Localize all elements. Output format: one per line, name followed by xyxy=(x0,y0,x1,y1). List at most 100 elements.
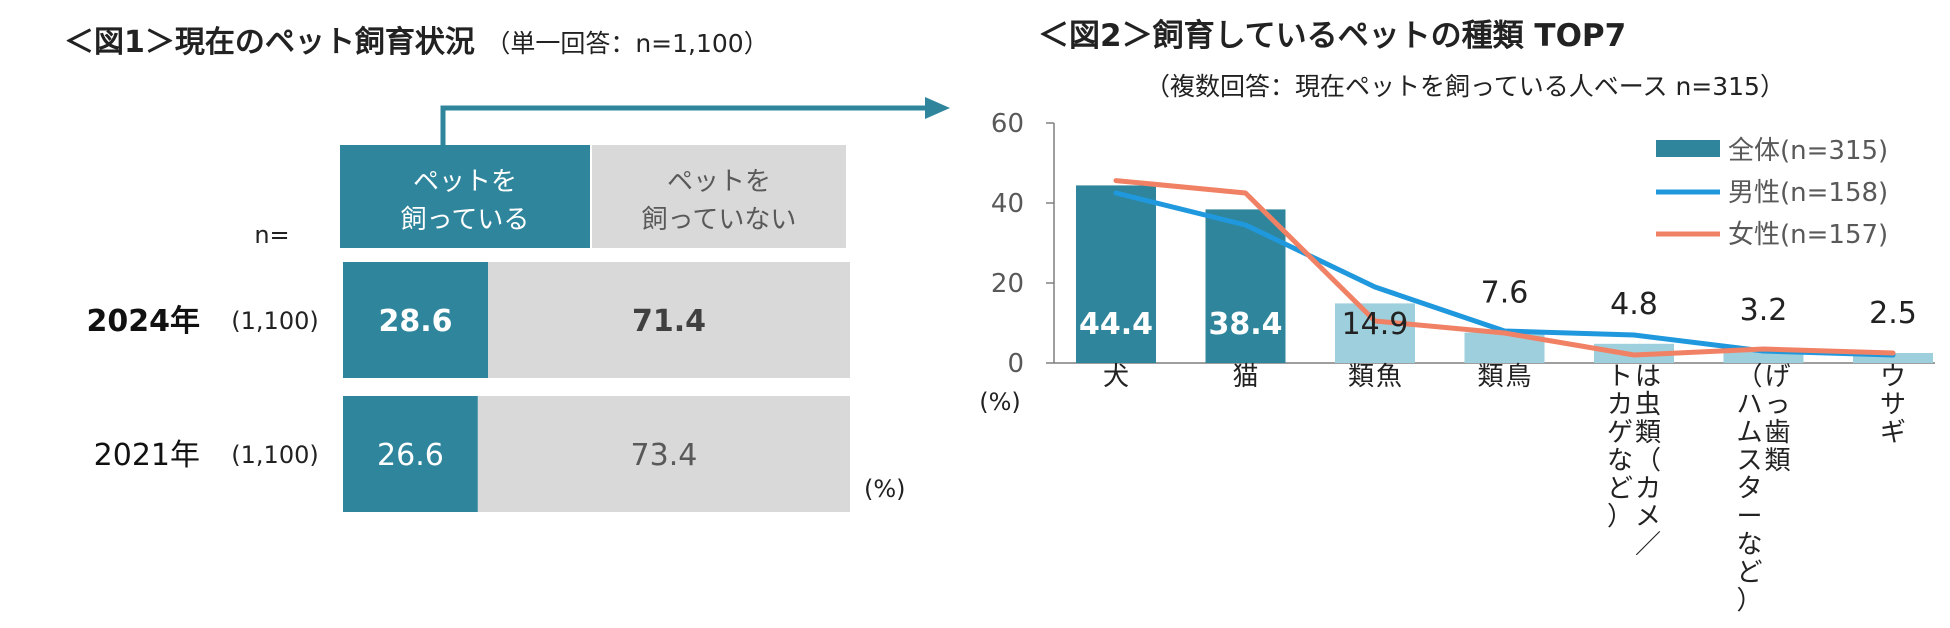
row-year-label: 2021年 xyxy=(94,438,200,473)
line-female xyxy=(1113,178,1896,358)
bar-overall xyxy=(1853,353,1933,363)
figure1-title-main: ＜図1＞現在のペット飼育状況 xyxy=(64,25,475,60)
bar-label-not-keeping: 73.4 xyxy=(631,438,698,473)
y-tick-label: 20 xyxy=(991,269,1024,299)
bar-label-not-keeping: 71.4 xyxy=(632,304,706,339)
bar-not-keeping xyxy=(488,262,850,378)
legend-not-keeping-line2: 飼っていない xyxy=(642,205,797,235)
category-label-char: ） xyxy=(1736,586,1762,616)
figure2-ylabel: (%) xyxy=(979,388,1021,416)
category-label-char: な xyxy=(1736,530,1762,560)
category-label-char: 類 xyxy=(1764,446,1790,476)
legend-keeping-line2: 飼っている xyxy=(401,205,530,235)
figure1-title: ＜図1＞現在のペット飼育状況 （単一回答：n=1,100） xyxy=(64,25,769,60)
category-label: ウサギ xyxy=(1880,362,1906,448)
category-label-char: （ xyxy=(1736,362,1762,392)
bar-label-keeping: 26.6 xyxy=(377,438,444,473)
figure2-legend: 全体(n=315) 男性(n=158) 女性(n=157) xyxy=(1656,136,1888,250)
category-label-char: 歯 xyxy=(1764,418,1790,448)
legend-label-female: 女性(n=157) xyxy=(1728,220,1888,250)
category-label-char: 類 xyxy=(1477,362,1503,392)
category-label: 魚 xyxy=(1376,362,1402,392)
bar-data-label: 14.9 xyxy=(1342,307,1409,342)
bar-data-label: 7.6 xyxy=(1481,276,1529,311)
category-label-char: サ xyxy=(1880,390,1906,420)
category-label-char: ス xyxy=(1736,446,1762,476)
category-label-char: ハ xyxy=(1736,390,1762,420)
figure2-bars xyxy=(1076,185,1933,363)
category-label-char: っ xyxy=(1764,390,1790,420)
bar-label-keeping: 28.6 xyxy=(378,304,452,339)
category-label-char: カ xyxy=(1635,474,1661,504)
category-label: 類 xyxy=(1477,362,1503,392)
legend-not-keeping-line1: ペットを xyxy=(667,167,771,197)
legend-box-not-keeping xyxy=(592,145,846,248)
category-label-char: ム xyxy=(1736,418,1762,448)
category-label-char: メ xyxy=(1635,502,1661,532)
bar-keeping xyxy=(343,262,489,378)
link-arrow-head xyxy=(925,97,950,119)
legend-label-overall: 全体(n=315) xyxy=(1728,136,1888,166)
figure1-unit: (%) xyxy=(864,475,906,503)
category-label: は虫類（カメ／ xyxy=(1635,362,1661,560)
category-label-char: 猫 xyxy=(1232,362,1258,392)
y-tick-label: 60 xyxy=(991,109,1024,139)
bar-overall xyxy=(1076,185,1156,363)
category-label: （ハムスターなど） xyxy=(1736,362,1762,616)
figure2-axis: 0 20 40 60 xyxy=(991,109,1935,379)
category-label-char: ど xyxy=(1736,558,1762,588)
y-tick-label: 0 xyxy=(1007,349,1024,379)
category-label: 類 xyxy=(1348,362,1374,392)
legend-swatch-overall xyxy=(1656,140,1720,157)
category-label-char: 犬 xyxy=(1103,362,1129,392)
figure1: ＜図1＞現在のペット飼育状況 （単一回答：n=1,100） ペットを 飼っている… xyxy=(64,25,950,512)
category-label-char: ／ xyxy=(1635,530,1661,560)
category-label-char: 虫 xyxy=(1635,390,1661,420)
row-n-label: (1,100) xyxy=(231,307,318,335)
figure2-lines xyxy=(1113,178,1896,358)
figure1-rows: 28.6 71.4 2024年 (1,100) 26.6 73.4 2021年 (1,100) xyxy=(87,262,850,512)
category-label-char: （ xyxy=(1635,446,1661,476)
figure2-title: ＜図2＞飼育しているペットの種類 TOP7 xyxy=(1038,18,1626,54)
category-label-char: は xyxy=(1635,362,1661,392)
category-label-char: カ xyxy=(1607,390,1633,420)
y-tick-label: 40 xyxy=(991,189,1024,219)
category-label-char: ト xyxy=(1607,362,1633,392)
bar-data-label: 4.8 xyxy=(1610,287,1658,322)
category-label-char: ギ xyxy=(1880,418,1906,448)
n-label: n= xyxy=(254,221,289,249)
category-label-char: ど xyxy=(1607,474,1633,504)
link-arrow-line xyxy=(440,105,925,145)
category-label: げっ歯類 xyxy=(1764,362,1790,476)
figure2-subtitle: （複数回答：現在ペットを飼っている人ベース n=315） xyxy=(1145,72,1785,101)
bar-data-label: 2.5 xyxy=(1869,296,1917,331)
category-label-char: ウ xyxy=(1880,362,1906,392)
bar-data-label: 44.4 xyxy=(1079,307,1153,342)
category-label-char: ） xyxy=(1607,502,1633,532)
category-label-char: ゲ xyxy=(1607,418,1633,448)
bar-keeping xyxy=(343,396,478,512)
category-label-char: 類 xyxy=(1635,418,1661,448)
category-label-char: ー xyxy=(1736,502,1762,532)
legend-label-male: 男性(n=158) xyxy=(1728,178,1888,208)
figure2-data-labels: 44.4 38.4 14.9 7.6 4.8 3.2 2.5 xyxy=(1079,276,1917,342)
legend-box-keeping xyxy=(340,145,590,248)
bar-overall xyxy=(1335,303,1415,363)
category-label-char: な xyxy=(1607,446,1633,476)
legend-keeping-line1: ペットを xyxy=(413,167,517,197)
category-label-char: 類 xyxy=(1348,362,1374,392)
figure2: ＜図2＞飼育しているペットの種類 TOP7 （複数回答：現在ペットを飼っている人… xyxy=(979,18,1935,616)
category-label-char: 鳥 xyxy=(1505,362,1531,392)
row-n-label: (1,100) xyxy=(231,441,318,469)
figure1-title-sub: （単一回答：n=1,100） xyxy=(485,29,768,58)
category-label: 猫 xyxy=(1232,362,1258,392)
bar-data-label: 38.4 xyxy=(1208,307,1282,342)
row-year-label: 2024年 xyxy=(87,304,201,339)
category-label-char: げ xyxy=(1764,362,1790,392)
category-label-char: タ xyxy=(1736,474,1762,504)
category-label: トカゲなど） xyxy=(1607,362,1633,532)
category-label-char: 魚 xyxy=(1376,362,1402,392)
category-label: 犬 xyxy=(1103,362,1129,392)
category-label: 鳥 xyxy=(1505,362,1531,392)
